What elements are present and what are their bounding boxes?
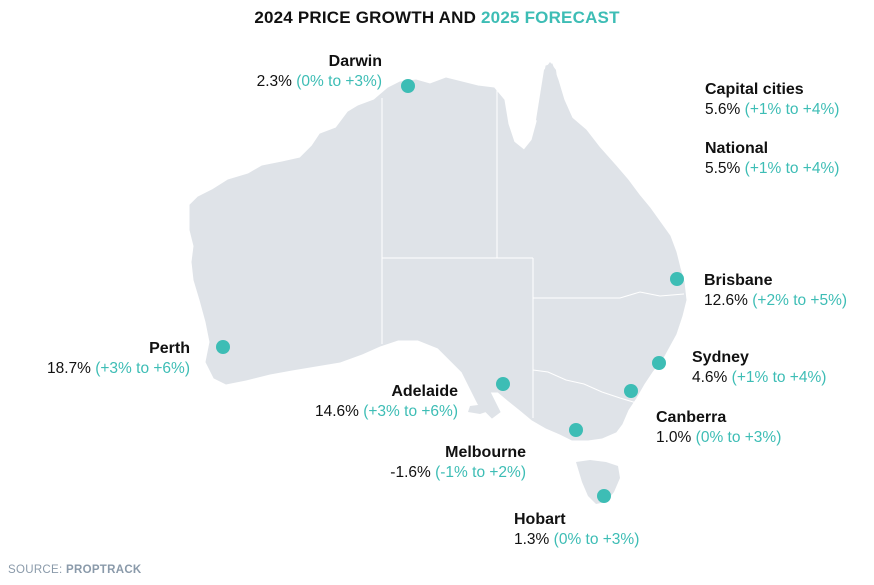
perth-name: Perth xyxy=(149,340,190,357)
melbourne-marker xyxy=(569,423,583,437)
state-borders xyxy=(381,88,685,418)
hobart-forecast: (0% to +3%) xyxy=(553,531,640,548)
adelaide-name: Adelaide xyxy=(391,383,458,400)
brisbane-growth: 12.6% xyxy=(704,292,748,309)
sydney-growth: 4.6% xyxy=(692,369,728,386)
sydney-forecast: (+1% to +4%) xyxy=(731,369,827,386)
melbourne-forecast: (-1% to +2%) xyxy=(435,464,526,481)
capital-cities-forecast: (+1% to +4%) xyxy=(744,101,840,118)
source-name: PROPTRACK xyxy=(66,564,142,576)
brisbane-marker xyxy=(670,272,684,286)
source-prefix: SOURCE: xyxy=(8,564,63,576)
title-part-2: 2025 FORECAST xyxy=(481,8,620,27)
canberra-forecast: (0% to +3%) xyxy=(695,429,782,446)
hobart-marker xyxy=(597,489,611,503)
darwin-forecast: (0% to +3%) xyxy=(296,73,382,90)
title-part-1: 2024 PRICE GROWTH AND xyxy=(254,8,477,27)
capital-cities-name: Capital cities xyxy=(705,81,804,98)
melbourne-name: Melbourne xyxy=(445,444,526,461)
hobart-name: Hobart xyxy=(514,511,566,528)
national-forecast: (+1% to +4%) xyxy=(744,160,840,177)
source-note: SOURCE: PROPTRACK xyxy=(8,564,142,576)
national-name: National xyxy=(705,140,769,157)
melbourne-growth: -1.6% xyxy=(390,464,431,481)
perth-label: Perth 18.7% (+3% to +6%) xyxy=(47,339,190,379)
national-label: National 5.5% (+1% to +4%) xyxy=(705,139,839,179)
national-growth: 5.5% xyxy=(705,160,741,177)
canberra-growth: 1.0% xyxy=(656,429,692,446)
adelaide-forecast: (+3% to +6%) xyxy=(363,403,458,420)
perth-forecast: (+3% to +6%) xyxy=(95,360,190,377)
perth-growth: 18.7% xyxy=(46,360,91,377)
adelaide-growth: 14.6% xyxy=(314,403,359,420)
brisbane-name: Brisbane xyxy=(704,272,773,289)
brisbane-forecast: (+2% to +5%) xyxy=(752,292,848,309)
hobart-label: Hobart 1.3% (0% to +3%) xyxy=(514,510,639,550)
hobart-growth: 1.3% xyxy=(514,531,550,548)
sydney-marker xyxy=(652,356,666,370)
darwin-name: Darwin xyxy=(328,53,382,70)
brisbane-label: Brisbane 12.6% (+2% to +5%) xyxy=(704,271,847,311)
sydney-name: Sydney xyxy=(692,349,749,366)
darwin-growth: 2.3% xyxy=(256,73,292,90)
cape-york xyxy=(536,62,560,130)
perth-marker xyxy=(216,340,230,354)
canberra-name: Canberra xyxy=(656,409,727,426)
adelaide-marker xyxy=(496,377,510,391)
canberra-marker xyxy=(624,384,638,398)
canberra-label: Canberra 1.0% (0% to +3%) xyxy=(656,408,781,448)
capital-cities-growth: 5.6% xyxy=(705,101,741,118)
kangaroo-island xyxy=(468,404,492,414)
page-title: 2024 PRICE GROWTH AND 2025 FORECAST xyxy=(0,8,874,28)
melbourne-label: Melbourne -1.6% (-1% to +2%) xyxy=(390,443,526,483)
darwin-label: Darwin 2.3% (0% to +3%) xyxy=(257,52,382,92)
capital-cities-label: Capital cities 5.6% (+1% to +4%) xyxy=(705,80,839,120)
sydney-label: Sydney 4.6% (+1% to +4%) xyxy=(692,348,826,388)
adelaide-label: Adelaide 14.6% (+3% to +6%) xyxy=(315,382,458,422)
darwin-marker xyxy=(401,79,415,93)
